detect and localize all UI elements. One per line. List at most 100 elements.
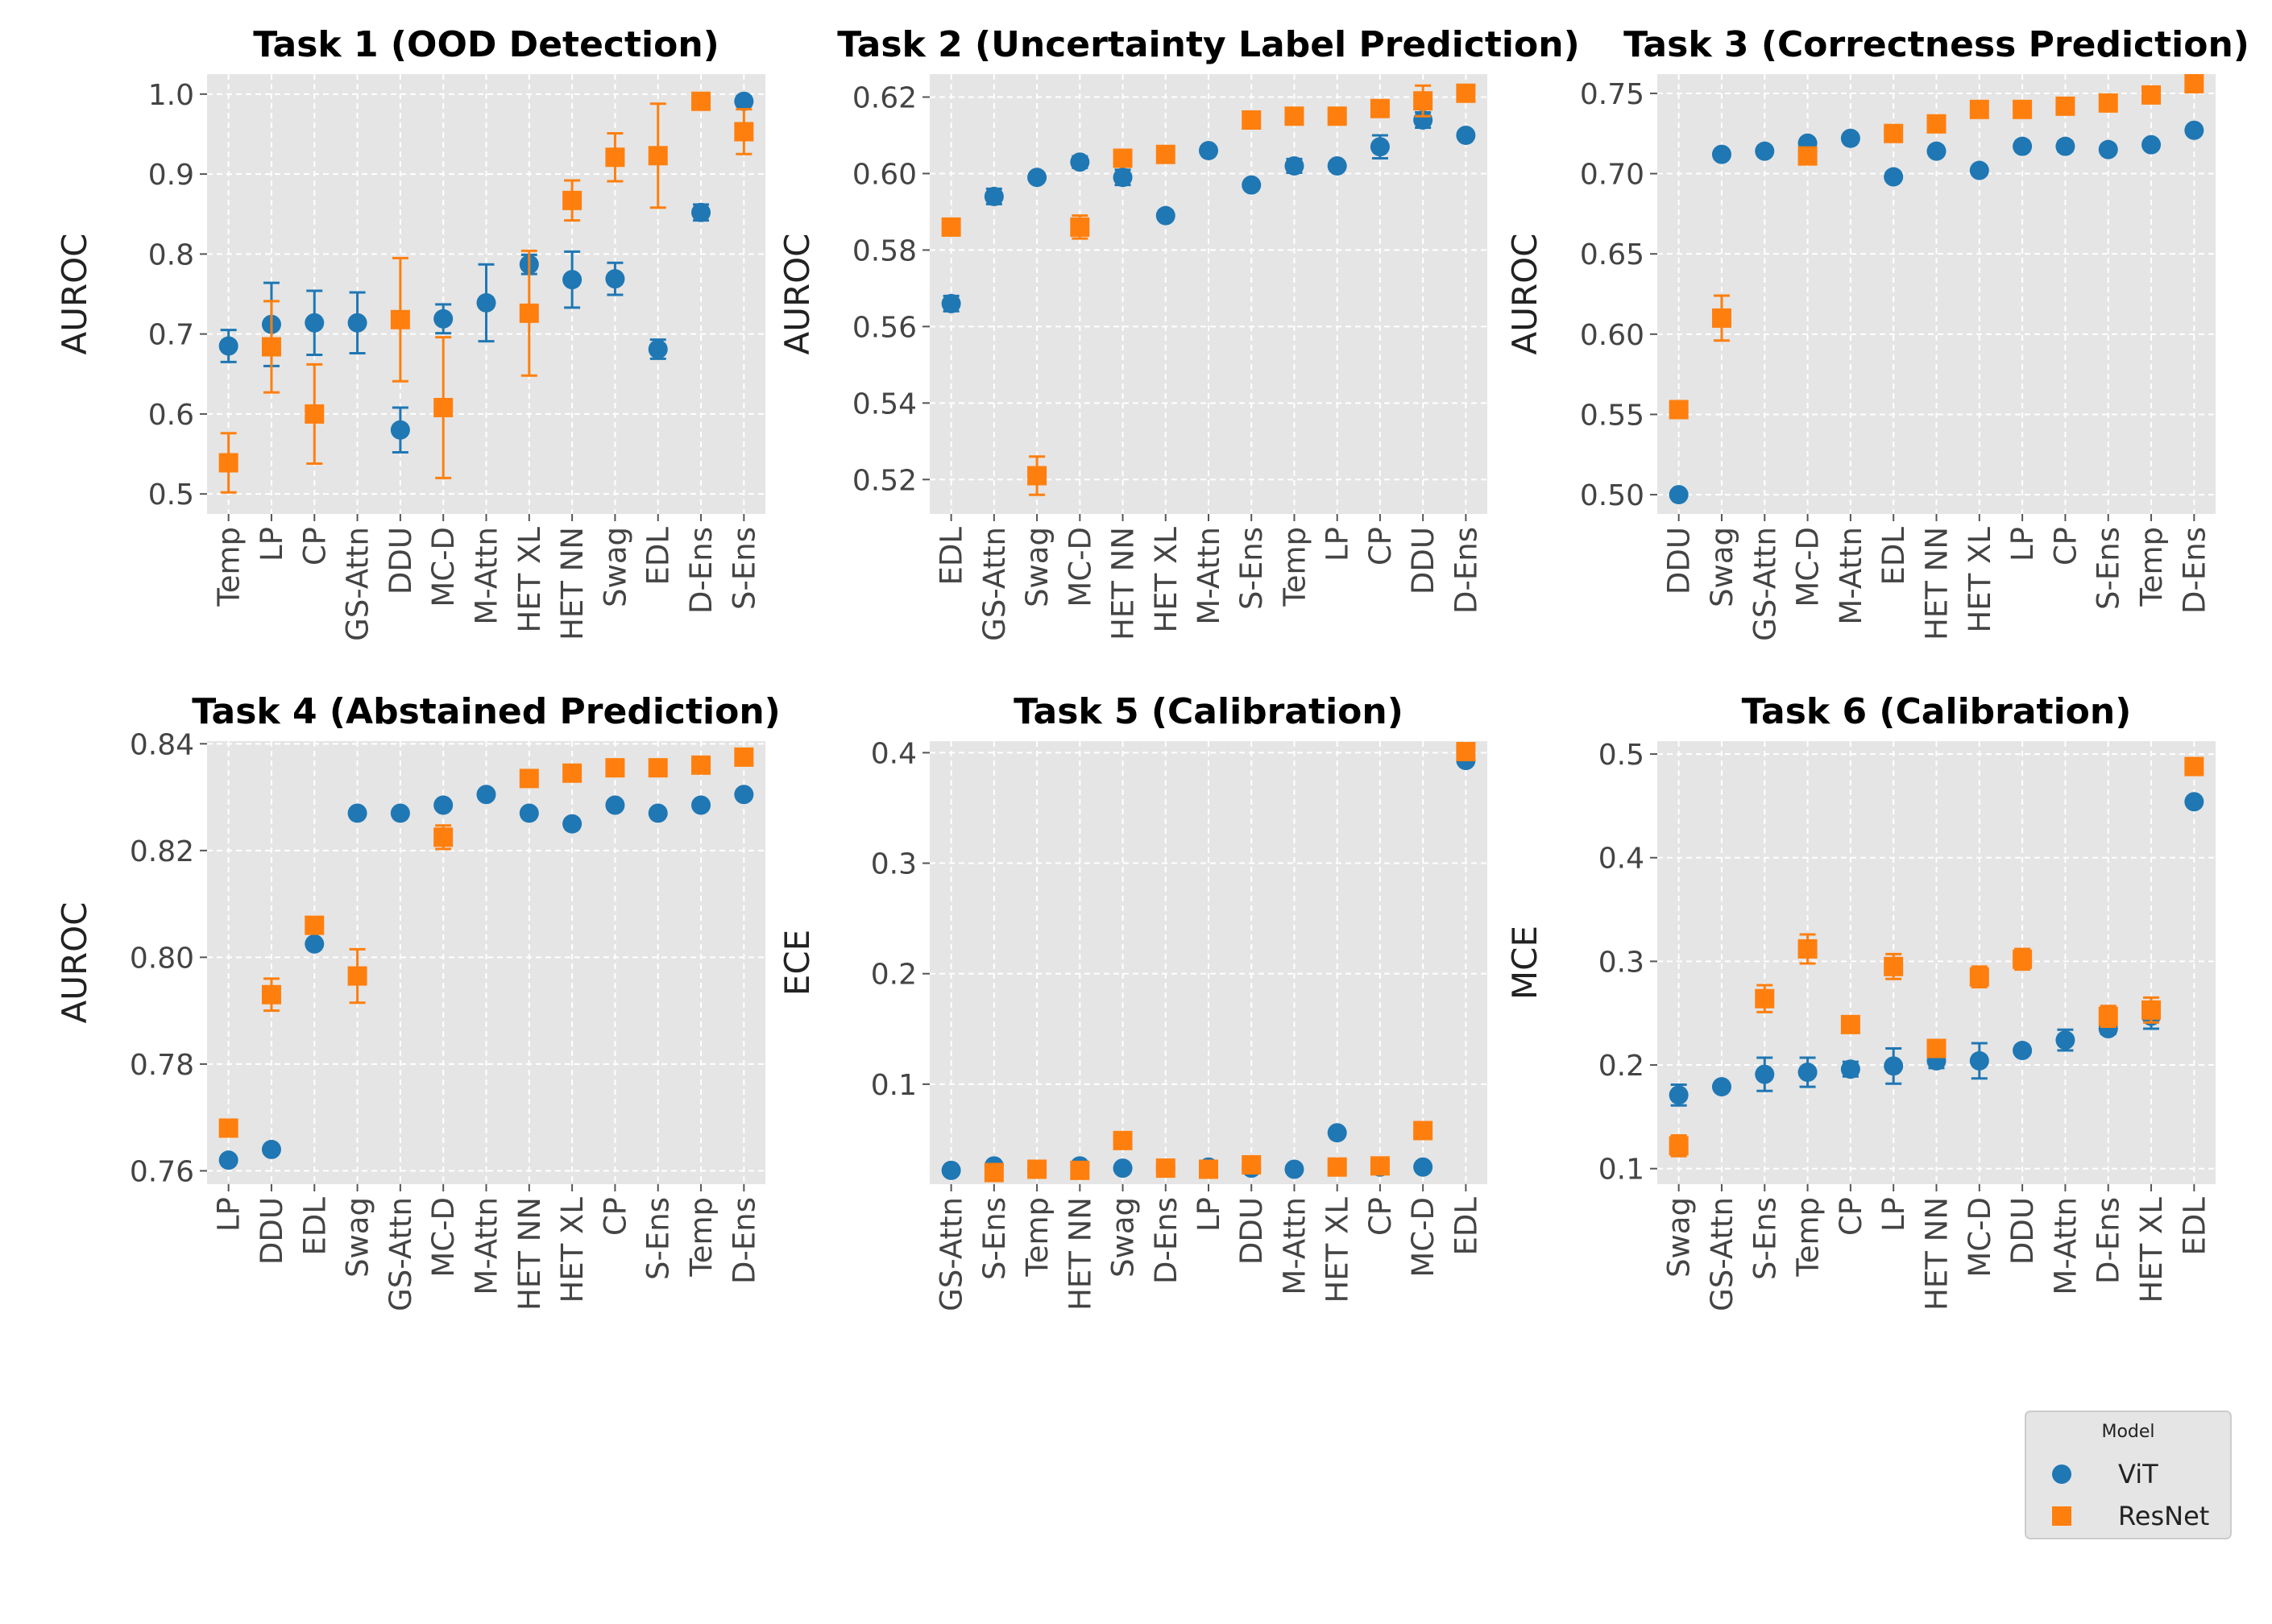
y-axis-label: AUROC: [55, 233, 94, 354]
x-tick-label: M-Attn: [1192, 527, 1226, 625]
data-point-resnet: [1884, 956, 1904, 976]
x-tick-label: MC-D: [426, 527, 461, 607]
data-point-vit: [433, 795, 454, 815]
data-point-vit: [1669, 1085, 1689, 1105]
panel-3: Task 3 (Correctness Prediction) AUROC 0.50…: [1505, 24, 2249, 641]
data-point-vit: [305, 934, 325, 954]
data-point-resnet: [1456, 742, 1476, 762]
data-point-vit: [390, 420, 410, 440]
series-vit: [218, 785, 754, 1170]
plot-area: [207, 741, 765, 1184]
x-tick-label: S-Ens: [1234, 527, 1269, 610]
data-point-resnet: [2141, 85, 2162, 105]
x-tick-label: Swag: [1705, 527, 1739, 607]
y-tick-label: 0.4: [871, 737, 917, 770]
panel-6: Task 6 (Calibration) MCE 0.1 0.2 0.3 0.4 0.5 Sw…: [1505, 691, 2216, 1311]
x-tick-label: HET NN: [1920, 527, 1955, 640]
x-tick-label: HET NN: [512, 1197, 547, 1311]
y-tick-label: 0.50: [1580, 479, 1644, 512]
x-tick-label: LP: [1192, 1197, 1226, 1232]
data-point-resnet: [1027, 466, 1047, 486]
y-tick-label: 0.3: [871, 848, 917, 881]
data-point-vit: [648, 803, 668, 823]
series-resnet: [1669, 756, 2204, 1158]
x-tick-label: CP: [1363, 527, 1398, 566]
data-point-resnet: [1755, 988, 1775, 1009]
data-point-resnet: [1155, 144, 1175, 164]
x-tick-label: HET XL: [512, 527, 547, 633]
x-tick-label: Temp: [1020, 1197, 1055, 1278]
y-axis-label: MCE: [1505, 926, 1544, 1000]
data-point-resnet: [1456, 83, 1476, 103]
data-point-resnet: [1370, 1156, 1390, 1176]
plot-area: [1657, 74, 2216, 514]
data-point-vit: [2055, 136, 2075, 156]
x-tick-label: EDL: [2177, 1197, 2212, 1256]
data-point-vit: [1797, 1063, 1818, 1083]
series-resnet: [941, 83, 1476, 496]
y-tick-label: 0.5: [1598, 739, 1644, 772]
chart-title: Task 2 (Uncertainty Label Prediction): [837, 24, 1579, 65]
series-vit: [941, 110, 1476, 313]
data-point-vit: [1711, 1077, 1731, 1097]
chart-title: Task 4 (Abstained Prediction): [192, 691, 781, 732]
data-point-vit: [691, 795, 711, 815]
x-tick-label: Swag: [1662, 1197, 1697, 1278]
x-tick-label: EDL: [1876, 527, 1911, 586]
data-point-vit: [1884, 167, 1904, 187]
data-point-resnet: [2098, 93, 2118, 113]
plot-area: [930, 741, 1487, 1184]
data-point-resnet: [519, 768, 539, 789]
data-point-vit: [305, 313, 325, 333]
x-tick-label: Temp: [2134, 527, 2169, 607]
y-tick-label: 0.2: [1598, 1050, 1644, 1083]
data-point-vit: [984, 186, 1004, 206]
data-point-resnet: [2184, 756, 2204, 777]
data-point-vit: [1840, 128, 1860, 148]
data-point-vit: [2184, 792, 2204, 812]
x-tick-label: S-Ens: [727, 527, 761, 610]
data-point-resnet: [1113, 148, 1133, 168]
data-point-resnet: [1669, 1136, 1689, 1156]
data-point-vit: [1027, 168, 1047, 188]
data-point-vit: [519, 803, 539, 823]
legend-title: Model: [2101, 1422, 2154, 1442]
panel-1: Task 1 (OOD Detection) AUROC 0.5 0.6 0.7 0.8 0…: [55, 24, 765, 641]
x-tick-label: D-Ens: [2177, 527, 2212, 614]
data-point-resnet: [605, 147, 625, 168]
data-point-resnet: [691, 91, 711, 111]
panel-4: Task 4 (Abstained Prediction) AUROC 0.76 0.…: [55, 691, 781, 1311]
x-tick-label: D-Ens: [684, 527, 719, 614]
x-tick-label: DDU: [2005, 1197, 2040, 1265]
y-tick-label: 0.65: [1580, 238, 1644, 271]
x-tick-label: MC-D: [426, 1197, 461, 1278]
data-point-resnet: [305, 404, 325, 424]
data-point-resnet: [1711, 308, 1731, 328]
x-tick-label: LP: [2005, 527, 2040, 561]
data-point-resnet: [562, 763, 583, 783]
data-point-resnet: [2184, 73, 2204, 93]
data-point-resnet: [1797, 938, 1818, 959]
data-point-resnet: [1413, 91, 1433, 111]
x-tick-label: GS-Attn: [341, 527, 375, 641]
x-tick-label: HET XL: [555, 1197, 590, 1303]
data-point-resnet: [734, 747, 754, 767]
x-tick-label: MC-D: [1063, 527, 1097, 607]
data-point-resnet: [1797, 146, 1818, 166]
data-point-vit: [1070, 152, 1090, 172]
y-tick-label: 0.3: [1598, 946, 1644, 979]
x-tick-label: GS-Attn: [935, 1197, 969, 1311]
y-axis-label: AUROC: [55, 901, 94, 1023]
data-point-vit: [347, 803, 367, 823]
data-point-vit: [1926, 141, 1947, 161]
data-point-resnet: [261, 984, 281, 1005]
x-tick-label: Temp: [1277, 527, 1312, 607]
x-tick-label: Swag: [1106, 1197, 1141, 1278]
data-point-vit: [941, 293, 961, 313]
data-point-resnet: [1027, 1159, 1047, 1179]
data-point-resnet: [1113, 1130, 1133, 1150]
data-point-resnet: [1969, 967, 1989, 987]
x-tick-label: CP: [598, 1197, 632, 1236]
x-tick-label: M-Attn: [1277, 1197, 1312, 1295]
x-tick-label: EDL: [1449, 1197, 1483, 1256]
